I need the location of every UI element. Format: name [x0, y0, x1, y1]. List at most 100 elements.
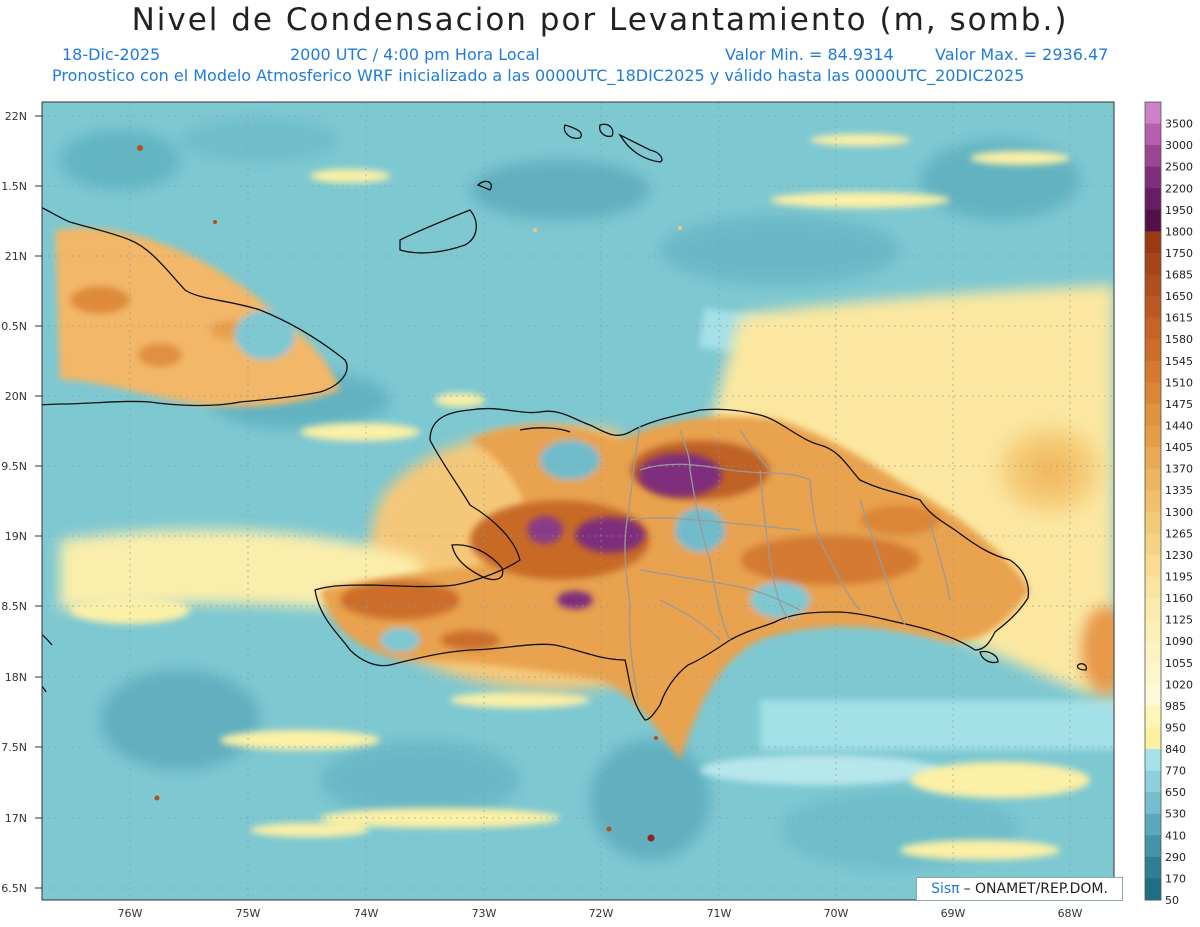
plot-frame — [41, 101, 1115, 901]
credit-box: Sisπ – ONAMET/REP.DOM. — [916, 877, 1123, 901]
colorbar-label: 1335 — [1165, 484, 1193, 497]
colorbar-label: 1160 — [1165, 592, 1193, 605]
time-label: 2000 UTC / 4:00 pm Hora Local — [290, 45, 540, 64]
colorbar-swatch — [1145, 856, 1161, 879]
colorbar-swatch — [1145, 382, 1161, 405]
colorbar-label: 985 — [1165, 700, 1186, 713]
lon-labels: 76W 75W 74W 73W 72W 71W 70W 69W 68W — [118, 907, 1083, 920]
lon-label-73W: 73W — [472, 907, 497, 920]
date-label: 18-Dic-2025 — [62, 45, 161, 64]
colorbar-swatch — [1145, 490, 1161, 513]
colorbar-swatch — [1145, 662, 1161, 685]
cuba-warm — [55, 228, 340, 407]
colorbar-label: 410 — [1165, 829, 1186, 842]
lon-label-68W: 68W — [1058, 907, 1083, 920]
colorbar-label: 2200 — [1165, 182, 1193, 195]
colorbar-label: 950 — [1165, 721, 1186, 734]
colorbar-swatch — [1145, 209, 1161, 232]
colorbar-swatch — [1145, 296, 1161, 319]
lat-label-21N: 21N — [5, 250, 27, 263]
purple-maxima — [527, 453, 722, 609]
colorbar-label: 1090 — [1165, 635, 1193, 648]
lat-labels: 22N 1.5N 21N 0.5N 20N 9.5N 19N 8.5N 18N … — [1, 110, 27, 895]
colorbar-swatch — [1145, 188, 1161, 211]
puerto-rico-edge — [1076, 663, 1088, 671]
colorbar-label: 1370 — [1165, 463, 1193, 476]
colorbar-swatch — [1145, 360, 1161, 383]
colorbar-swatch — [1145, 425, 1161, 448]
colorbar-swatch — [1145, 403, 1161, 427]
lon-label-69W: 69W — [941, 907, 966, 920]
colorbar-frame — [1144, 101, 1162, 901]
colorbar-swatch — [1145, 554, 1161, 577]
colorbar-label: 1475 — [1165, 398, 1193, 411]
colorbar-label: 1055 — [1165, 657, 1193, 670]
colorbar-swatch — [1145, 598, 1161, 621]
colorbar-swatch — [1145, 770, 1161, 793]
colorbar-swatch — [1145, 317, 1161, 340]
lon-label-70W: 70W — [824, 907, 849, 920]
lat-label-17-5N: 7.5N — [1, 741, 27, 754]
lat-label-20-5N: 0.5N — [1, 320, 27, 333]
tortuga-island — [519, 427, 571, 433]
colorbar-swatch — [1145, 102, 1161, 125]
colorbar-label: 1265 — [1165, 527, 1193, 540]
lon-label-72W: 72W — [589, 907, 614, 920]
colorbar-swatch — [1145, 274, 1161, 297]
colorbar-label: 770 — [1165, 765, 1186, 778]
colorbar-label: 650 — [1165, 786, 1186, 799]
colorbar-label: 1950 — [1165, 204, 1193, 217]
lat-label-22N: 22N — [5, 110, 27, 123]
colorbar-swatch — [1145, 792, 1161, 815]
colorbar-swatch — [1145, 705, 1161, 728]
colorbar-swatch — [1145, 533, 1161, 556]
colorbar-label: 290 — [1165, 851, 1186, 864]
colorbar-swatch — [1145, 878, 1161, 901]
hispaniola-coast — [314, 407, 1030, 721]
colorbar-label: 170 — [1165, 872, 1186, 885]
lat-ticks — [35, 115, 42, 889]
colorbar-label: 3000 — [1165, 139, 1193, 152]
colorbar-label: 1615 — [1165, 312, 1193, 325]
colorbar-swatch — [1145, 684, 1161, 707]
colorbar-label: 1750 — [1165, 247, 1193, 260]
lat-label-18-5N: 8.5N — [1, 600, 27, 613]
colorbar-swatch — [1145, 576, 1161, 599]
colorbar-swatch — [1145, 468, 1161, 491]
colorbar-label: 1195 — [1165, 570, 1193, 583]
lat-label-19-5N: 9.5N — [1, 460, 27, 473]
lon-label-71W: 71W — [707, 907, 732, 920]
colorbar-label: 1510 — [1165, 376, 1193, 389]
great-inagua — [399, 209, 477, 254]
lon-label-75W: 75W — [236, 907, 261, 920]
colorbar-swatch — [1145, 231, 1161, 254]
colorbar-label: 1650 — [1165, 290, 1193, 303]
gonave-island — [451, 544, 504, 581]
colorbar-label: 1230 — [1165, 549, 1193, 562]
colorbar-label: 1685 — [1165, 269, 1193, 282]
colorbar-label: 530 — [1165, 808, 1186, 821]
colorbar-swatch — [1145, 835, 1161, 858]
sispi-logo: Sisπ — [931, 881, 960, 897]
lat-label-19N: 19N — [5, 530, 27, 543]
colorbar-swatch — [1145, 749, 1161, 772]
credit-text: – ONAMET/REP.DOM. — [963, 881, 1108, 897]
colorbar-label: 2500 — [1165, 161, 1193, 174]
colorbar-label: 1800 — [1165, 225, 1193, 238]
colorbar-swatch — [1145, 123, 1161, 146]
colorbar-label: 1125 — [1165, 614, 1193, 627]
cuba-coast — [42, 207, 348, 407]
lat-label-16-5N: 6.5N — [1, 882, 27, 895]
colorbar-swatch — [1145, 447, 1161, 470]
colorbar-swatch — [1145, 641, 1161, 664]
max-value-label: Valor Max. = 2936.47 — [935, 45, 1109, 64]
colorbar-swatch — [1145, 511, 1161, 534]
province-borders — [624, 424, 951, 701]
spots — [137, 145, 682, 842]
colorbar-label: 1405 — [1165, 441, 1193, 454]
lon-label-76W: 76W — [118, 907, 143, 920]
lon-label-74W: 74W — [354, 907, 379, 920]
colorbar-swatch — [1145, 813, 1161, 836]
colorbar-label: 840 — [1165, 743, 1186, 756]
